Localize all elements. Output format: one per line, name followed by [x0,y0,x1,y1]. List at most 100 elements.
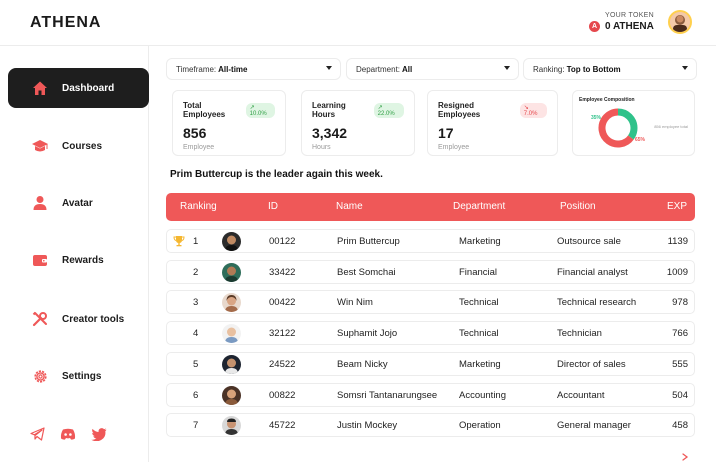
learning-hours-card: Learning Hours ↗ 22.0% 3,342 Hours [301,90,415,156]
avatar [222,386,241,405]
cell-name: Beam Nicky [337,359,388,370]
table-row[interactable]: 2 33422 Best Somchai Financial Financial… [166,260,695,284]
cell-id: 00422 [269,297,296,308]
column-header-name[interactable]: Name [336,201,363,212]
cell-name: Suphamit Jojo [337,328,398,339]
department-value: All [402,64,413,74]
ranking-label: Ranking: [533,64,565,74]
card-subtitle: Employee [183,144,215,151]
cell-rank: 2 [193,267,199,278]
cell-exp: 458 [672,420,688,431]
delta-badge: ↗ 22.0% [373,102,404,118]
top-header: ATHENA YOUR TOKEN A 0 ATHENA [0,0,716,46]
sidebar-item-avatar[interactable]: Avatar [8,183,149,223]
card-title: Resigned Employees [438,101,481,119]
employee-composition-card: Employee Composition 35% 65% 856 employe… [572,90,695,156]
cell-name: Prim Buttercup [337,236,400,247]
card-title: Employee Composition [579,97,635,103]
discord-icon[interactable] [59,425,77,443]
cell-exp: 766 [672,328,688,339]
timeframe-value: All-time [218,64,248,74]
composition-green-label: 35% [591,115,602,121]
cell-department: Marketing [459,236,501,247]
avatar [222,324,241,343]
card-value: 3,342 [312,125,348,141]
chevron-right-icon[interactable] [681,453,689,461]
cell-name: Win Nim [337,297,373,308]
cell-rank: 4 [193,328,199,339]
card-subtitle: Employee [438,144,470,151]
sidebar-item-settings[interactable]: Settings [8,356,149,396]
delta-badge: ↘ 7.0% [519,102,547,118]
tools-icon [30,309,50,329]
ranking-select[interactable]: Ranking: Top to Bottom [523,58,697,80]
leader-headline: Prim Buttercup is the leader again this … [170,169,383,180]
table-row[interactable]: 6 00822 Somsri Tantanarungsee Accounting… [166,383,695,407]
sidebar-item-creator-tools[interactable]: Creator tools [8,299,149,339]
sidebar-item-courses[interactable]: Courses [8,126,149,166]
table-row[interactable]: 7 45722 Justin Mockey Operation General … [166,413,695,437]
chevron-down-icon [682,66,688,70]
cell-exp: 504 [672,390,688,401]
cell-department: Financial [459,267,498,278]
trophy-icon [173,236,185,247]
cell-exp: 978 [672,297,688,308]
twitter-icon[interactable] [90,425,108,443]
cell-position: General manager [557,420,631,431]
sidebar-item-label: Settings [62,370,102,382]
card-title: Total Employees [183,101,226,119]
column-header-exp[interactable]: EXP [666,201,687,212]
token-badge: A [588,21,600,32]
sidebar-item-dashboard[interactable]: Dashboard [8,68,149,108]
cell-id: 32122 [269,328,296,339]
telegram-icon[interactable] [28,425,46,443]
resigned-employees-card: Resigned Employees ↘ 7.0% 17 Employee [427,90,558,156]
token-caption: YOUR TOKEN [604,12,654,19]
cell-position: Accountant [557,390,605,401]
column-header-ranking[interactable]: Ranking [180,201,217,212]
graduation-cap-icon [30,136,50,156]
table-row[interactable]: 3 00422 Win Nim Technical Technical rese… [166,290,695,314]
cell-name: Justin Mockey [337,420,398,431]
card-title: Learning Hours [312,101,346,119]
sidebar-item-label: Avatar [62,197,93,209]
cell-rank: 1 [193,236,199,247]
timeframe-select[interactable]: Timeframe: All-time [166,58,341,80]
home-icon [30,78,50,98]
token-balance: YOUR TOKEN A 0 ATHENA [588,12,654,32]
cell-department: Marketing [459,359,501,370]
delta-badge: ↗ 10.0% [245,102,275,118]
department-select[interactable]: Department: All [346,58,519,80]
sidebar-item-rewards[interactable]: Rewards [8,240,149,280]
token-value: 0 ATHENA [604,21,654,32]
column-header-id[interactable]: ID [268,201,278,212]
user-avatar[interactable] [668,10,692,34]
avatar [222,232,241,251]
card-value: 856 [183,125,207,141]
cell-exp: 1139 [667,236,688,247]
composition-donut [598,108,638,148]
cell-position: Financial analyst [557,267,628,278]
column-header-position[interactable]: Position [560,201,596,212]
composition-note: 856 employee total [654,124,688,129]
cell-id: 24522 [269,359,296,370]
column-header-department[interactable]: Department [453,201,506,212]
cell-id: 45722 [269,420,296,431]
ranking-value: Top to Bottom [566,64,621,74]
sidebar: Dashboard Courses Avatar Rewards Creator… [0,46,149,462]
table-row[interactable]: 5 24522 Beam Nicky Marketing Director of… [166,352,695,376]
avatar [222,355,241,374]
table-row[interactable]: 1 00122 Prim Buttercup Marketing Outsour… [166,229,695,253]
cell-exp: 555 [672,359,688,370]
app-logo[interactable]: ATHENA [30,14,102,31]
sidebar-item-label: Creator tools [62,313,125,325]
timeframe-label: Timeframe: [176,64,217,74]
avatar [222,293,241,312]
cell-department: Accounting [459,390,507,401]
sidebar-item-label: Rewards [62,254,104,266]
cell-id: 33422 [269,267,296,278]
card-subtitle: Hours [312,144,331,151]
table-row[interactable]: 4 32122 Suphamit Jojo Technical Technici… [166,321,695,345]
cell-department: Technical [459,328,499,339]
card-value: 17 [438,125,454,141]
